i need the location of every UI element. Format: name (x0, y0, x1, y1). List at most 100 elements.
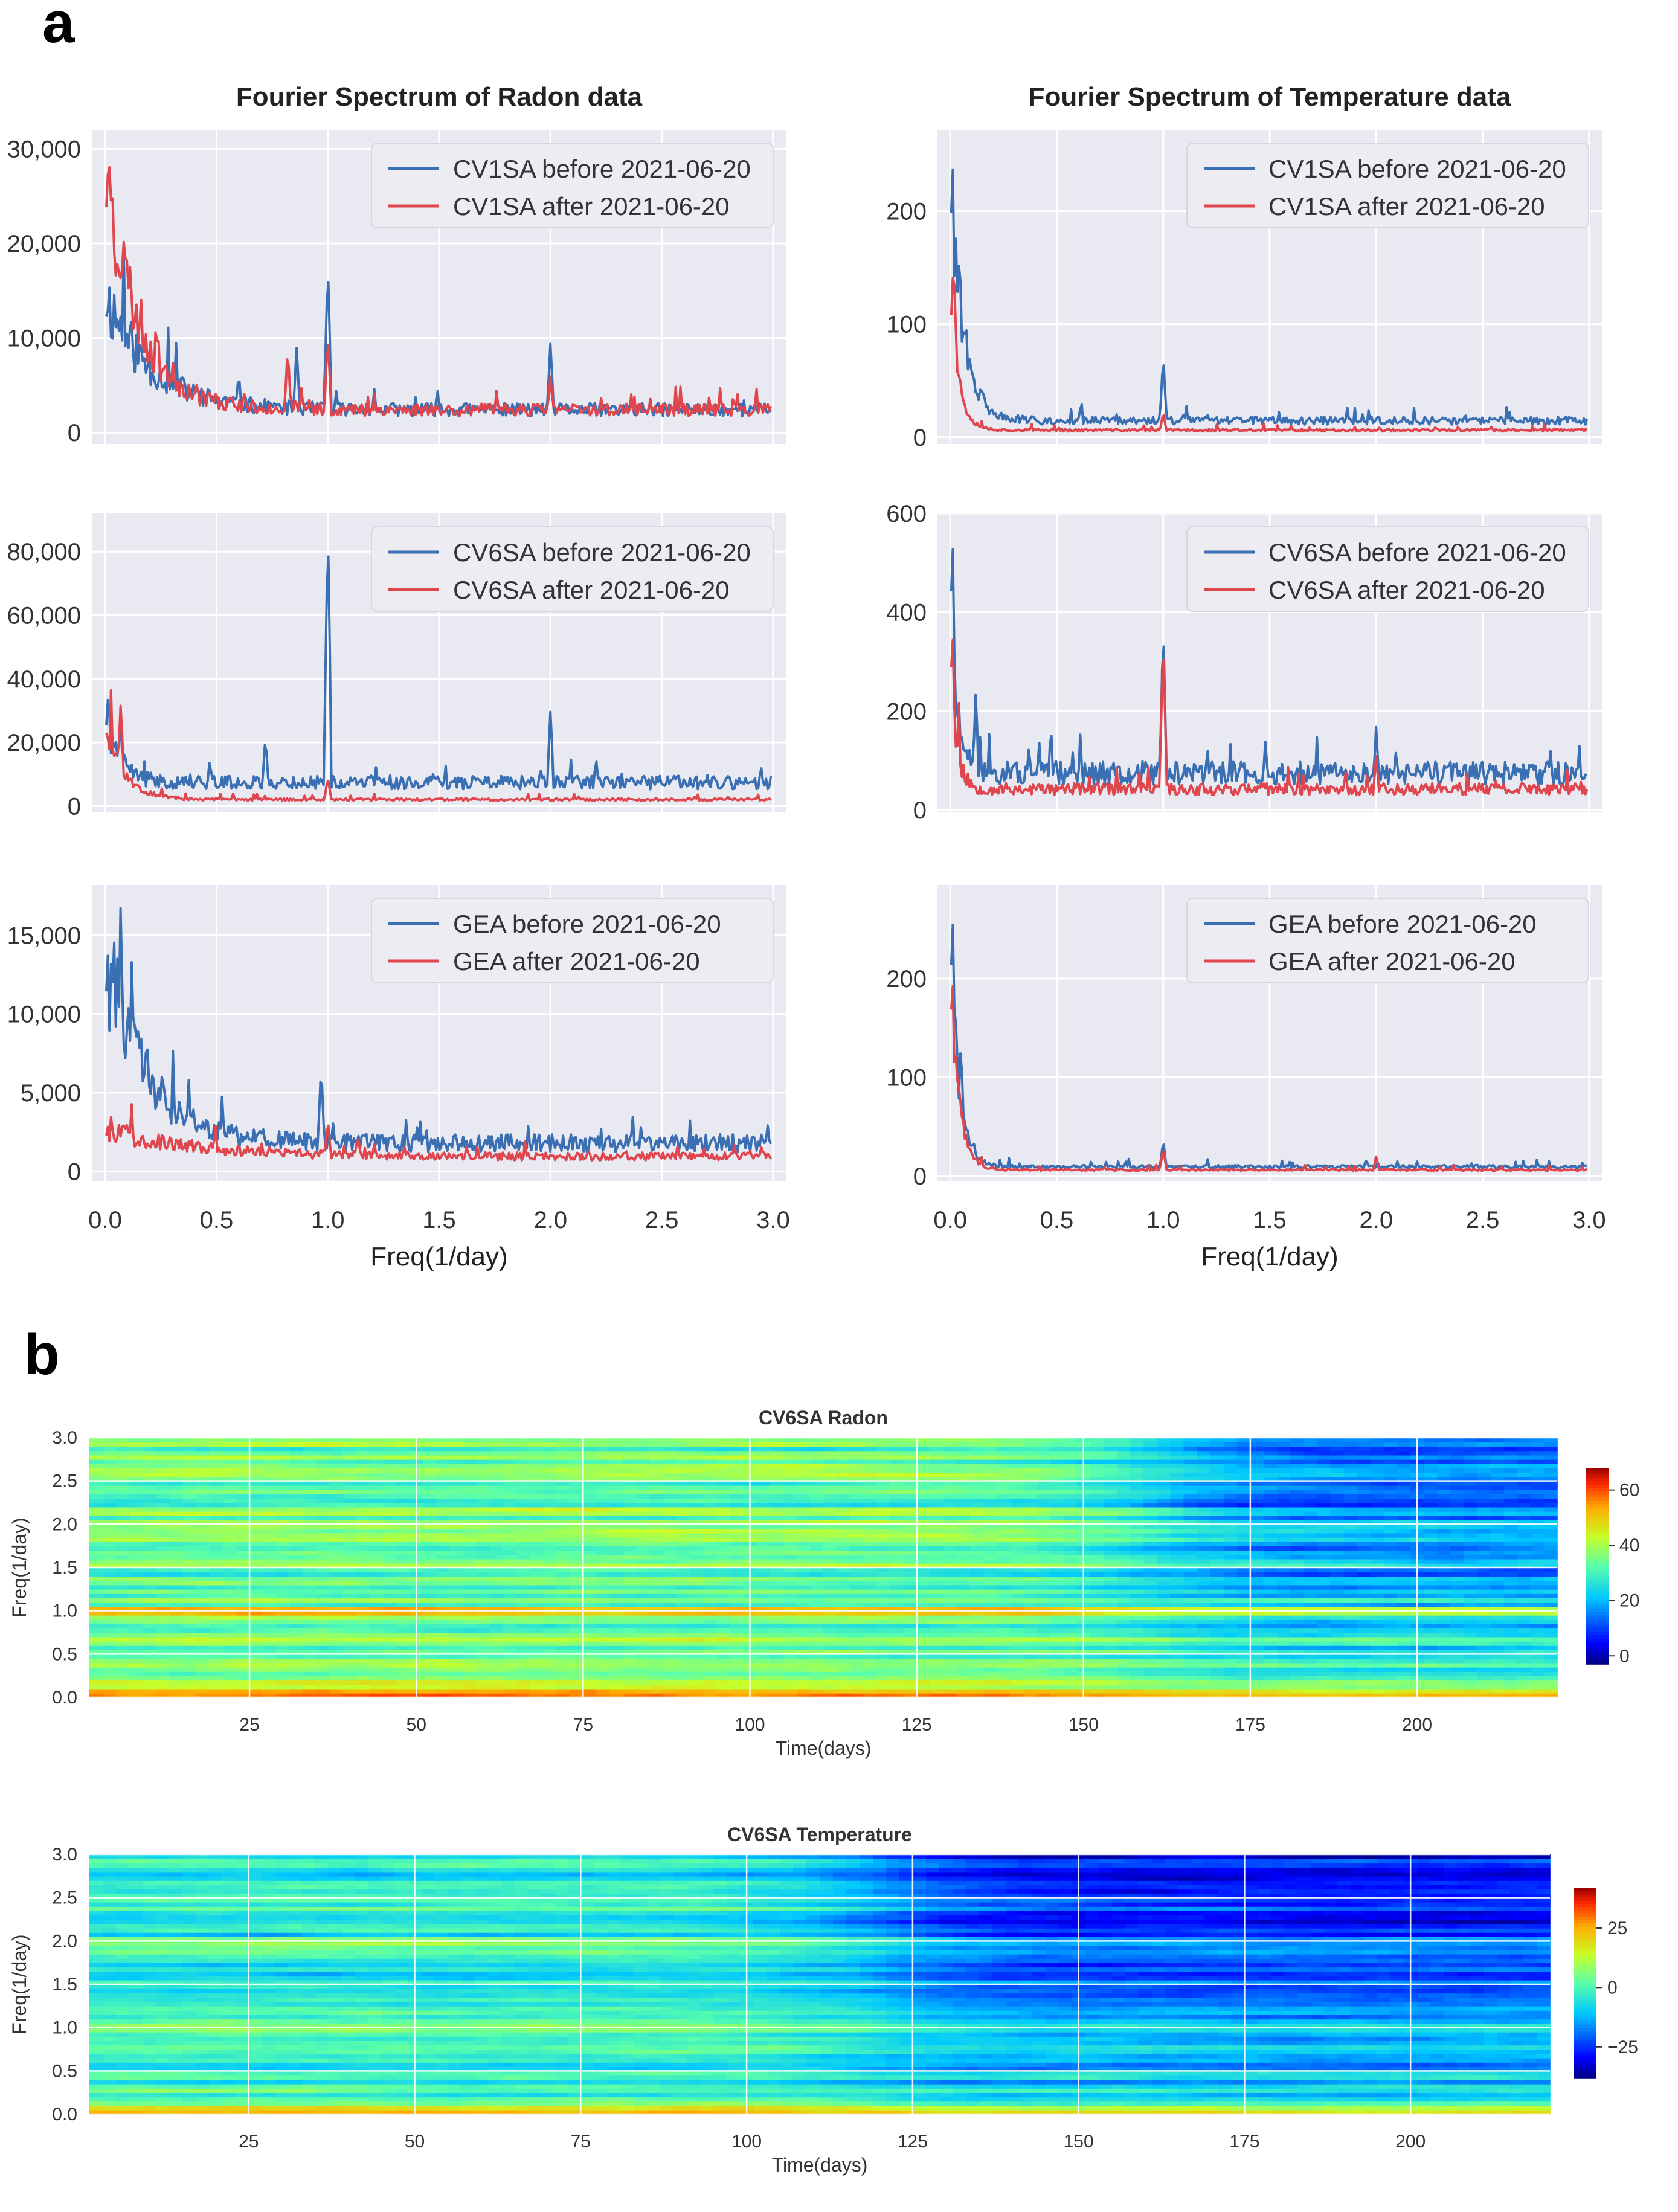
heatmap-cell (636, 1563, 651, 1568)
heatmap-cell (890, 1645, 904, 1650)
heatmap-cell (1037, 1554, 1051, 1560)
heatmap-cell (1236, 1506, 1251, 1512)
heatmap-cell (783, 1520, 797, 1525)
heatmap-cell (489, 1671, 504, 1676)
heatmap-cell (809, 1645, 824, 1650)
heatmap-cell (1143, 1650, 1158, 1655)
heatmap-cell (970, 1610, 984, 1616)
heatmap-cell (356, 1516, 370, 1520)
heatmap-cell (703, 1506, 718, 1512)
heatmap-cell (677, 1624, 690, 1629)
heatmap-cell (716, 1584, 731, 1590)
heatmap-cell (1050, 1576, 1064, 1581)
heatmap-cell (1424, 1520, 1438, 1525)
heatmap-cell (196, 1572, 210, 1577)
heatmap-cell (476, 1520, 490, 1525)
series-line (950, 277, 1588, 433)
heatmap-cell (809, 1593, 824, 1598)
heatmap-cell (850, 1610, 864, 1616)
heatmap-cell (1090, 1641, 1104, 1646)
heatmap-cell (1357, 1602, 1371, 1607)
heatmap-cell (1063, 1628, 1078, 1633)
heatmap-cell (263, 1572, 277, 1577)
heatmap-cell (1264, 1550, 1278, 1555)
heatmap-cell (1010, 1524, 1024, 1529)
heatmap-cell (1236, 1550, 1251, 1555)
heatmap-cell (1197, 1606, 1211, 1612)
heatmap-cell (263, 1636, 277, 1642)
heatmap-cell (556, 1550, 571, 1555)
heatmap-cell (503, 1580, 517, 1586)
heatmap-cell (1183, 1624, 1198, 1629)
heatmap-cell (823, 1576, 837, 1581)
heatmap-cell (770, 1602, 784, 1607)
heatmap-cell (596, 1658, 611, 1664)
heatmap-cell (1197, 1550, 1211, 1555)
heatmap-cell (303, 1658, 317, 1664)
heatmap-cell (89, 1576, 103, 1581)
chart-spectrogram-radon: 25 50 75 100 125 150 175 2000.00.51.01.52.02.53… (8, 1407, 1639, 1759)
heatmap-cell (570, 1662, 584, 1668)
heatmap-cell (783, 1528, 797, 1534)
heatmap-cell (890, 1684, 904, 1690)
heatmap-cell (863, 1580, 878, 1586)
heatmap-cell (169, 1676, 184, 1681)
heatmap-cell (1450, 1636, 1465, 1642)
heatmap-cell (876, 1537, 891, 1542)
heatmap-cell (329, 1580, 344, 1586)
heatmap-cell (1357, 1619, 1371, 1624)
heatmap-cell (289, 1576, 304, 1581)
heatmap-cell (1277, 1520, 1291, 1525)
heatmap-cell (342, 1602, 357, 1607)
heatmap-cell (342, 1520, 357, 1525)
heatmap-cell (623, 1580, 637, 1586)
heatmap-cell (129, 1654, 144, 1659)
heatmap-cell (530, 1641, 544, 1646)
heatmap-cell (276, 1554, 291, 1560)
heatmap-cell (89, 1610, 103, 1616)
heatmap-cell (222, 1532, 237, 1538)
heatmap-cell (943, 1662, 957, 1668)
heatmap-cell (1317, 1532, 1331, 1538)
heatmap-cell (383, 1593, 397, 1598)
heatmap-cell (1490, 1576, 1505, 1581)
heatmap-cell (516, 1684, 530, 1690)
heatmap-cell (956, 1602, 971, 1607)
heatmap-cell (983, 1684, 997, 1690)
heatmap-cell (436, 1511, 451, 1516)
heatmap-cell (756, 1641, 771, 1646)
heatmap-cell (730, 1680, 744, 1685)
heatmap-cell (556, 1610, 571, 1616)
heatmap-cell (169, 1636, 184, 1642)
heatmap-cell (1037, 1532, 1051, 1538)
heatmap-cell (823, 1550, 837, 1555)
heatmap-cell (263, 1520, 277, 1525)
legend-label: CV1SA before 2021-06-20 (1268, 155, 1566, 183)
heatmap-cell (876, 1584, 891, 1590)
heatmap-cell (449, 1584, 464, 1590)
heatmap-cell (1236, 1554, 1251, 1560)
heatmap-cell (609, 1576, 624, 1581)
heatmap-cell (583, 1580, 597, 1586)
heatmap-cell (583, 1563, 597, 1568)
heatmap-cell (263, 1688, 277, 1694)
heatmap-cell (837, 1567, 850, 1572)
heatmap-cell (903, 1662, 918, 1668)
heatmap-cell (1103, 1542, 1117, 1546)
heatmap-cell (703, 1598, 718, 1603)
heatmap-cell (116, 1680, 130, 1685)
heatmap-cell (663, 1563, 677, 1568)
heatmap-cell (1530, 1619, 1545, 1624)
heatmap-cell (196, 1658, 210, 1664)
heatmap-cell (1317, 1632, 1331, 1638)
heatmap-cell (423, 1688, 437, 1694)
heatmap-cell (890, 1632, 904, 1638)
heatmap-cell (956, 1632, 971, 1638)
heatmap-cell (396, 1610, 410, 1616)
heatmap-cell (837, 1662, 850, 1668)
heatmap-cell (1223, 1554, 1238, 1560)
heatmap-cell (383, 1516, 397, 1520)
heatmap-cell (530, 1528, 544, 1534)
heatmap-cell (103, 1524, 117, 1529)
heatmap-cell (823, 1602, 837, 1607)
